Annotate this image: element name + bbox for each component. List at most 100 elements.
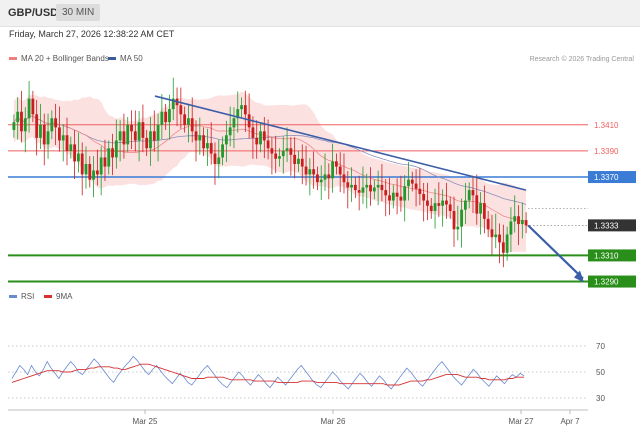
candle-body <box>342 174 346 183</box>
timeframe-badge[interactable]: 30 MIN <box>56 4 101 21</box>
candle-body <box>505 234 509 253</box>
candle-body <box>35 114 39 138</box>
candle-body <box>126 124 130 145</box>
copyright-label: Research © 2026 Trading Central <box>530 55 635 63</box>
main-legend <box>9 57 116 60</box>
candle-body <box>46 131 50 145</box>
candle-body <box>429 205 433 212</box>
candle-body <box>23 118 27 132</box>
candle-body <box>350 184 353 188</box>
candle-body <box>103 157 107 167</box>
candle-body <box>513 216 517 222</box>
rsi-tick-50: 50 <box>596 368 605 377</box>
candle-body <box>365 184 369 188</box>
candle-body <box>300 158 304 167</box>
candle-body <box>501 242 505 253</box>
legend-swatch-rsi-ma <box>44 295 52 298</box>
candle-body <box>61 135 65 141</box>
level-label-1-3290: 1.3290 <box>594 278 619 287</box>
candle-body <box>221 144 224 158</box>
candle-body <box>187 118 190 125</box>
x-tick-label-2: Mar 27 <box>509 417 534 426</box>
candle-body <box>407 179 410 187</box>
candle-body <box>50 118 54 132</box>
candle-body <box>388 195 391 201</box>
candle-body <box>297 158 300 164</box>
candle-body <box>247 114 251 128</box>
candle-body <box>319 179 323 183</box>
rsi-tick-30: 30 <box>596 394 605 403</box>
candle-body <box>482 203 486 219</box>
candle-body <box>422 194 426 201</box>
candle-body <box>122 131 126 145</box>
candle-body <box>460 209 464 227</box>
candle-body <box>376 184 380 188</box>
level-label-1-3310: 1.3310 <box>594 251 619 260</box>
candle-body <box>156 124 160 141</box>
rsi-tick-70: 70 <box>596 342 605 351</box>
candle-body <box>183 114 187 125</box>
legend-label-rsi-ma: 9MA <box>56 292 73 301</box>
candle-body <box>312 169 316 175</box>
candle-body <box>205 143 209 149</box>
candle-body <box>289 148 293 155</box>
candle-body <box>357 190 361 193</box>
candle-body <box>426 200 429 206</box>
candle-body <box>380 184 384 191</box>
candle-body <box>327 174 331 179</box>
candle-body <box>498 234 501 243</box>
candle-body <box>403 186 407 201</box>
candle-body <box>179 105 183 115</box>
candle-body <box>69 144 73 151</box>
candle-body <box>448 204 452 212</box>
level-tag-bg-1-3290 <box>588 275 636 288</box>
level-label-1-3410: 1.3410 <box>594 121 619 130</box>
candle-body <box>334 161 338 167</box>
candle-body <box>452 211 456 230</box>
candle-body <box>281 150 285 157</box>
candle-body <box>27 98 31 119</box>
candle-body <box>471 190 475 196</box>
projection-arrow-head <box>574 270 584 283</box>
projection-arrow-shaft <box>527 224 584 280</box>
candle-body <box>316 174 319 183</box>
candle-body <box>509 221 513 235</box>
level-label-1-3390: 1.3390 <box>594 147 619 156</box>
candle-body <box>433 203 437 212</box>
legend-swatch-ma50 <box>108 57 116 60</box>
candle-body <box>145 137 149 149</box>
candle-body <box>331 161 335 179</box>
ma50-line <box>13 115 527 205</box>
legend-label-ma50: MA 50 <box>120 54 143 63</box>
candle-body <box>16 111 20 123</box>
candle-body <box>12 122 16 131</box>
trend-line <box>154 95 527 191</box>
candle-body <box>171 98 175 110</box>
x-tick-label-0: Mar 25 <box>133 417 158 426</box>
rsi-line <box>11 355 525 390</box>
candle-body <box>42 124 46 145</box>
candle-body <box>494 234 498 238</box>
candle-body <box>437 203 441 206</box>
level-label-1-3333: 1.3333 <box>594 221 619 230</box>
rsi-legend <box>9 295 52 298</box>
candle-body <box>520 220 524 225</box>
candle-body <box>323 174 327 180</box>
candle-body <box>194 131 198 141</box>
candle-body <box>99 157 103 175</box>
candle-body <box>346 182 350 188</box>
candle-body <box>152 131 156 141</box>
ma20-line <box>13 115 527 222</box>
candle-body <box>95 170 99 175</box>
candle-body <box>141 122 145 138</box>
candle-body <box>243 105 247 115</box>
symbol-label: GBP/USD <box>8 7 59 19</box>
x-tick-label-3: Apr 7 <box>560 417 580 426</box>
candle-body <box>54 118 58 128</box>
candle-body <box>198 135 202 141</box>
candle-body <box>160 111 164 125</box>
candle-body <box>395 192 399 197</box>
candle-body <box>65 135 69 151</box>
candle-body <box>475 195 479 214</box>
